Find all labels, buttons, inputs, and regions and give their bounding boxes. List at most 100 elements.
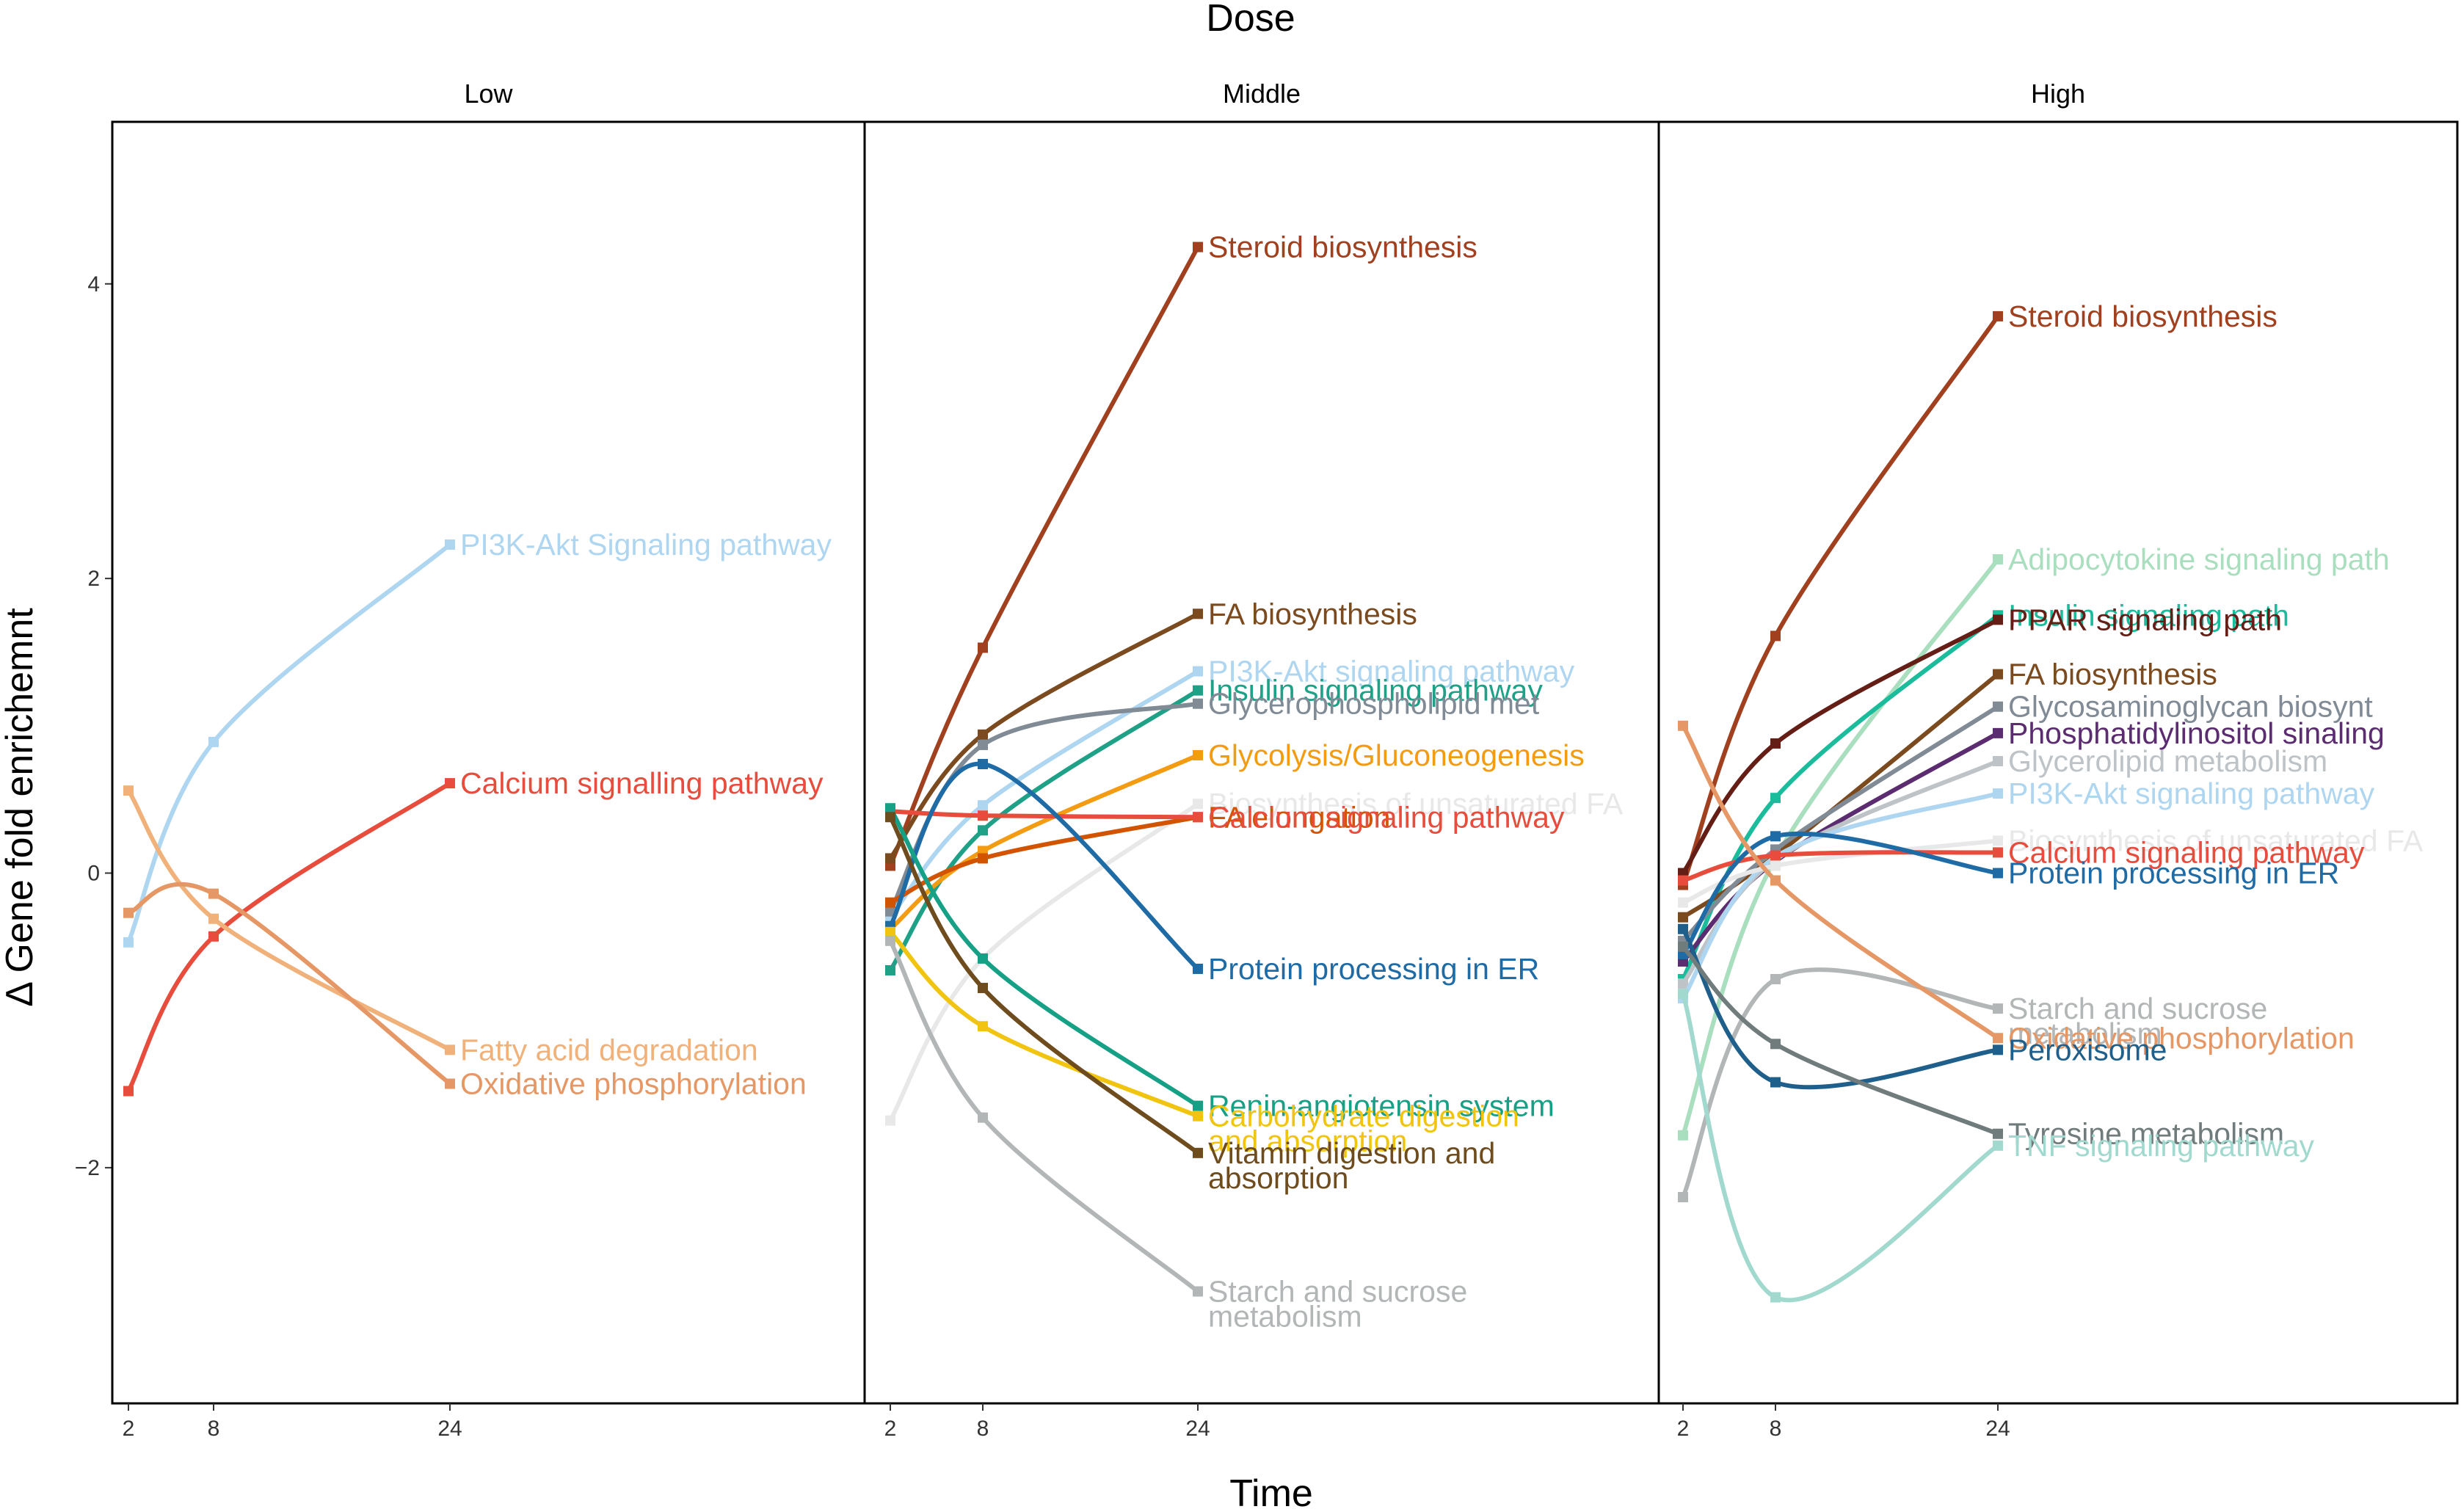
data-point (1770, 974, 1781, 985)
data-point (1678, 897, 1688, 908)
series-label-line: Biosynthesis of unsaturated FA (2008, 824, 2424, 857)
series-line (888, 815, 1200, 905)
data-point (445, 1078, 455, 1089)
x-tick-label: 2 (884, 1417, 897, 1441)
series-label-line: Insulin signaling pathway (1208, 674, 1543, 708)
series-label: Insulin signaling path (2008, 598, 2289, 632)
data-point (1993, 554, 2003, 565)
data-point (885, 926, 895, 937)
series-label-line: Glycerophospholipid met (1208, 687, 1540, 721)
series-line (1681, 313, 2000, 887)
data-point (1770, 630, 1781, 641)
x-axis-label: Time (1229, 1472, 1313, 1512)
series-label: PI3K-Akt signaling pathway (2008, 777, 2375, 810)
series-line (1681, 672, 2000, 920)
data-point (1678, 941, 1688, 952)
data-point (1770, 738, 1781, 749)
series-label: Glycerophospholipid met (1208, 687, 1540, 721)
series-label-line: FA biosynthesis (2008, 658, 2217, 691)
data-point (978, 739, 988, 750)
x-tick-label: 8 (1770, 1417, 1782, 1441)
data-point (885, 812, 895, 823)
series-label: Calcium signaling pathway (2008, 835, 2365, 869)
series-label-line: PI3K-Akt signaling pathway (1208, 655, 1575, 688)
series-label-line: Fatty acid degradation (460, 1033, 758, 1066)
series-label: Biosynthesis of unsaturated FA (2008, 824, 2424, 857)
series-label: Oxidative phosphorylation (460, 1067, 807, 1101)
data-point (1993, 755, 2003, 766)
series-label: Calcium signalling pathway (460, 766, 824, 800)
y-tick-label: −2 (75, 1156, 100, 1180)
series-label-line: Oxidative phosphorylation (2008, 1021, 2355, 1055)
data-point (1993, 1140, 2003, 1151)
series-line (888, 809, 1200, 820)
series-label: Tyrosine metabolism (2008, 1117, 2284, 1151)
series-label: Protein processing in ER (2008, 857, 2339, 890)
data-point (208, 888, 219, 899)
series-label: PI3K-Akt signaling pathway (1208, 655, 1575, 688)
data-point (1993, 614, 2003, 625)
series-label: Insulin signaling pathway (1208, 674, 1543, 708)
series-label: PPAR signaling path (2008, 603, 2282, 636)
data-point (208, 931, 219, 942)
data-point (1770, 1292, 1781, 1303)
series-label-line: PI3K-Akt Signaling pathway (460, 528, 832, 561)
data-point (1193, 666, 1203, 677)
data-point (978, 800, 988, 811)
data-point (1770, 831, 1781, 842)
series-label-line: Starch and sucrose (2008, 992, 2267, 1025)
data-point (1993, 1033, 2003, 1044)
panel-title: High (2031, 79, 2085, 109)
data-point (1993, 669, 2003, 680)
series-label: FA elongation (1208, 800, 1390, 834)
data-point (978, 853, 988, 864)
series-label-line: Peroxisome (2008, 1033, 2167, 1066)
series-label: Starch and sucrose metabolism (2008, 992, 2267, 1050)
series-line (1681, 723, 2000, 1041)
series-label: Glycerolipid metabolism (2008, 744, 2327, 778)
series-label-line: Tyrosine metabolism (2008, 1117, 2284, 1151)
data-point (1993, 727, 2003, 738)
data-point (445, 778, 455, 789)
data-point (978, 810, 988, 821)
series-label-line: Glycolysis/Gluconeogenesis (1208, 738, 1585, 772)
series-label: Fatty acid degradation (460, 1033, 758, 1066)
series-label: Steroid biosynthesis (2008, 299, 2278, 333)
data-point (885, 803, 895, 814)
x-tick-label: 2 (1677, 1417, 1690, 1441)
series-line (1681, 850, 2000, 883)
data-point (1770, 793, 1781, 804)
data-point (978, 825, 988, 836)
y-tick-label: 4 (87, 272, 100, 297)
series-label-line: PPAR signaling path (2008, 603, 2282, 636)
x-tick-label: 8 (977, 1417, 989, 1441)
series-label-line: Protein processing in ER (2008, 857, 2339, 890)
data-point (1193, 963, 1203, 974)
data-point (1993, 310, 2003, 321)
series-label: Calcium signaling pathway (1208, 800, 1565, 834)
series-label-line: Starch and sucrose (1208, 1274, 1467, 1308)
series-line (888, 669, 1200, 920)
series-line (1681, 944, 2000, 1136)
y-axis-label: Δ Gene fold enrichemnt (0, 608, 41, 1007)
data-point (1993, 701, 2003, 712)
series-label-line: Glycosaminoglycan biosynt (2008, 690, 2373, 724)
data-point (1678, 1130, 1688, 1141)
series-label-line: and absorption (1208, 1124, 1407, 1158)
data-point (1678, 978, 1688, 989)
series-line (888, 815, 1200, 1155)
data-point (885, 935, 895, 946)
series-label-line: PI3K-Akt signaling pathway (2008, 777, 2375, 810)
panel-middle: Middle 2 8 24 Steroid biosynthesis FA biosynt… (863, 79, 1660, 1441)
series-label: Glycosaminoglycan biosynt (2008, 690, 2373, 724)
series-label: Glycolysis/Gluconeogenesis (1208, 738, 1585, 772)
series-label: TNF signaling pathway (2008, 1129, 2315, 1163)
x-tick-label: 24 (437, 1417, 462, 1441)
series-label: FA biosynthesis (2008, 658, 2217, 691)
series-label-line: TNF signaling pathway (2008, 1129, 2315, 1163)
data-point (1193, 1111, 1203, 1122)
series-line (888, 688, 1200, 973)
series-line (1681, 838, 2000, 905)
series-line (888, 701, 1200, 914)
